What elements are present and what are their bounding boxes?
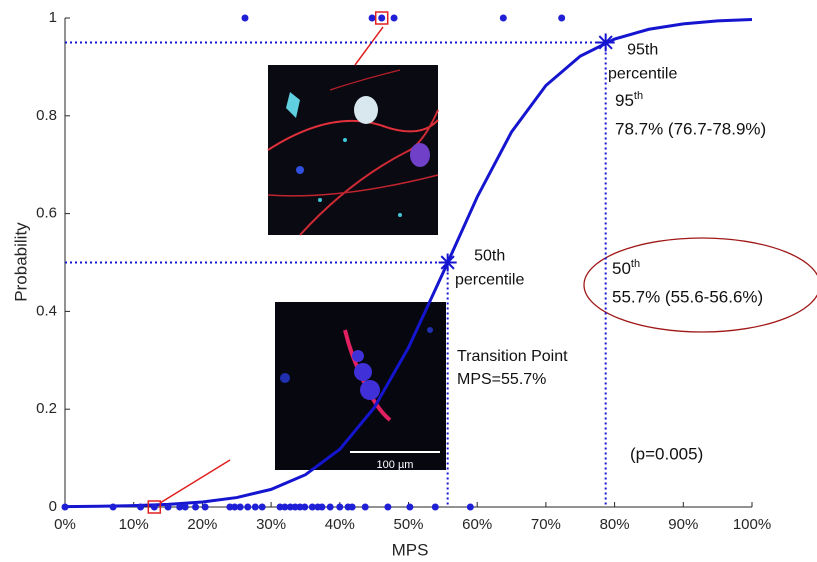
transition-label: Transition Point bbox=[457, 348, 568, 365]
x-tick-label: 50% bbox=[393, 516, 423, 533]
x-tick-label: 70% bbox=[531, 516, 561, 533]
observation-point bbox=[336, 504, 343, 511]
y-tick-label: 0.8 bbox=[36, 107, 57, 124]
percentile-marker bbox=[439, 254, 457, 272]
chart: 100 µm MPS Probability Transition Point … bbox=[0, 0, 817, 562]
observation-point bbox=[301, 504, 308, 511]
micrograph-top bbox=[268, 65, 438, 235]
callout-line bbox=[355, 27, 383, 65]
observation-point bbox=[467, 504, 474, 511]
y-tick-label: 0.2 bbox=[36, 400, 57, 417]
y-tick-label: 0.6 bbox=[36, 205, 57, 222]
x-tick-label: 0% bbox=[54, 516, 76, 533]
observation-point bbox=[349, 504, 356, 511]
y-axis-label: Probability bbox=[11, 222, 30, 302]
observation-point bbox=[327, 504, 334, 511]
x-tick-label: 100% bbox=[733, 516, 771, 533]
micrograph-bottom: 100 µm bbox=[275, 302, 446, 471]
highlight-ellipse bbox=[584, 238, 817, 332]
transition-label: MPS=55.7% bbox=[457, 371, 546, 388]
x-tick-label: 60% bbox=[462, 516, 492, 533]
percentile-label: percentile bbox=[608, 66, 677, 83]
observation-point bbox=[362, 504, 369, 511]
observation-point bbox=[318, 504, 325, 511]
x-tick-label: 80% bbox=[600, 516, 630, 533]
observation-point bbox=[237, 504, 244, 511]
observation-point bbox=[151, 504, 158, 511]
observation-point bbox=[378, 15, 385, 22]
observation-point bbox=[110, 504, 117, 511]
result-number: 50th bbox=[612, 258, 640, 279]
observation-point bbox=[182, 504, 189, 511]
p-value: (p=0.005) bbox=[630, 444, 703, 463]
x-tick-label: 90% bbox=[668, 516, 698, 533]
result-text: 78.7% (76.7-78.9%) bbox=[615, 119, 766, 138]
result-text: 55.7% (55.6-56.6%) bbox=[612, 287, 763, 306]
scale-bar-label: 100 µm bbox=[377, 459, 414, 471]
x-axis-label: MPS bbox=[392, 540, 429, 559]
observation-point bbox=[137, 504, 144, 511]
observation-point bbox=[558, 15, 565, 22]
observation-point bbox=[369, 15, 376, 22]
observation-point bbox=[391, 15, 398, 22]
observation-point bbox=[202, 504, 209, 511]
observation-point bbox=[241, 15, 248, 22]
y-tick-label: 1 bbox=[49, 9, 57, 26]
observation-point bbox=[165, 504, 172, 511]
x-tick-label: 10% bbox=[119, 516, 149, 533]
percentile-label: percentile bbox=[455, 272, 524, 289]
observation-point bbox=[192, 504, 199, 511]
observation-point bbox=[244, 504, 251, 511]
percentile-label: 50th bbox=[474, 248, 505, 265]
x-tick-label: 40% bbox=[325, 516, 355, 533]
x-tick-label: 20% bbox=[187, 516, 217, 533]
y-tick-label: 0.4 bbox=[36, 302, 57, 319]
observation-point bbox=[62, 504, 69, 511]
x-tick-label: 30% bbox=[256, 516, 286, 533]
observation-point bbox=[432, 504, 439, 511]
result-number: 95th bbox=[615, 90, 643, 111]
observation-point bbox=[252, 504, 259, 511]
callout-line bbox=[160, 460, 230, 503]
observation-point bbox=[406, 504, 413, 511]
percentile-marker bbox=[597, 33, 615, 51]
y-tick-label: 0 bbox=[49, 498, 57, 515]
observation-point bbox=[259, 504, 266, 511]
observation-point bbox=[384, 504, 391, 511]
percentile-label: 95th bbox=[627, 42, 658, 59]
observation-point bbox=[500, 15, 507, 22]
